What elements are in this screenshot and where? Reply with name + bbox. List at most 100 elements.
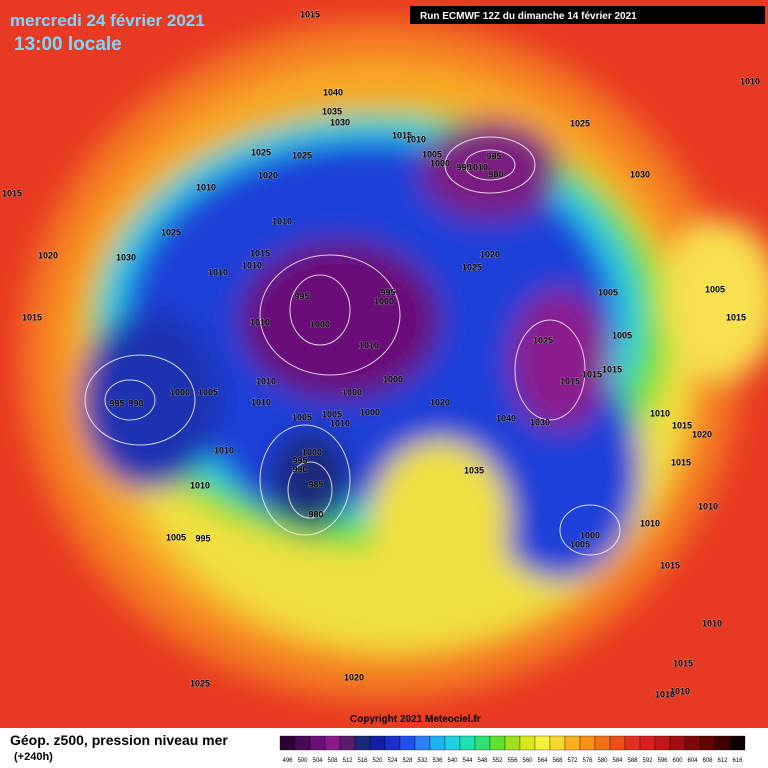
legend-swatch xyxy=(414,735,431,751)
isobar-label: 1000 xyxy=(302,447,322,457)
isobar-label: 1010 xyxy=(242,260,262,270)
legend-swatch xyxy=(294,735,311,751)
isobar-label: 1015 xyxy=(392,130,412,140)
legend-swatch xyxy=(564,735,581,751)
isobar-label: 1010 xyxy=(406,134,426,144)
footer-lead: (+240h) xyxy=(14,751,53,763)
field: Run ECMWF 12Z du dimanche 14 février 202… xyxy=(0,0,768,728)
isobar-label: 1000 xyxy=(430,158,450,168)
isobar-label: 1030 xyxy=(630,169,650,179)
isobar-label: 980 xyxy=(488,169,503,179)
isobar-label: 1030 xyxy=(116,252,136,262)
legend-swatch xyxy=(594,735,611,751)
isobar-label: 1025 xyxy=(190,678,210,688)
isobar-label: 1005 xyxy=(705,284,725,294)
isobar-label: 1015 xyxy=(582,369,602,379)
isobar-label: 1010 xyxy=(468,162,488,172)
legend-label: 612 xyxy=(717,758,728,764)
legend-label: 508 xyxy=(327,758,338,764)
isobar-label: 1010 xyxy=(251,397,271,407)
isobar-label: 1005 xyxy=(598,287,618,297)
legend-swatch xyxy=(339,735,356,751)
isobar-label: 995 xyxy=(109,398,124,408)
legend-swatch xyxy=(519,735,536,751)
isobar-label: 1025 xyxy=(570,118,590,128)
isobar-label: 1010 xyxy=(670,686,690,696)
isobar-label: 1035 xyxy=(464,465,484,475)
isobar-label: 1000 xyxy=(342,387,362,397)
isobar-label: 1020 xyxy=(258,170,278,180)
legend-label: 504 xyxy=(312,758,323,764)
legend-label: 536 xyxy=(432,758,443,764)
legend-label: 544 xyxy=(462,758,473,764)
legend-label: 528 xyxy=(402,758,413,764)
isobar-label: 1005 xyxy=(166,532,186,542)
isobar-label: 1030 xyxy=(530,417,550,427)
isobar-label: 1000 xyxy=(580,530,600,540)
isobar-label: 1040 xyxy=(323,87,343,97)
isobar-label: 1020 xyxy=(38,250,58,260)
isobar-label: 1000 xyxy=(170,387,190,397)
legend-swatch xyxy=(489,735,506,751)
isobar-label: 990 xyxy=(292,464,307,474)
isobar-label: 995 xyxy=(195,533,210,543)
legend-swatch xyxy=(669,735,686,751)
isobar-label: 1015 xyxy=(671,457,691,467)
isobar-label: 1010 xyxy=(330,418,350,428)
footer-title: Géop. z500, pression niveau mer xyxy=(10,732,228,748)
legend-swatch xyxy=(309,735,326,751)
isobar-label: 1010 xyxy=(740,76,760,86)
legend-label: 524 xyxy=(387,758,398,764)
isobar-label: 1025 xyxy=(533,335,553,345)
legend-label: 516 xyxy=(357,758,368,764)
isobar-label: 1020 xyxy=(692,429,712,439)
legend-label: 548 xyxy=(477,758,488,764)
isobar-label: 1000 xyxy=(383,374,403,384)
isobar-label: 1005 xyxy=(198,387,218,397)
isobar-label: 1005 xyxy=(570,539,590,549)
time: 13:00 locale xyxy=(14,34,122,55)
isobar-label: 1015 xyxy=(672,420,692,430)
legend-swatch xyxy=(579,735,596,751)
legend-label: 568 xyxy=(552,758,563,764)
legend-swatch xyxy=(699,735,716,751)
isobar-label: 985 xyxy=(308,479,323,489)
isobar-label: 1015 xyxy=(673,658,693,668)
run-text: Run ECMWF 12Z du dimanche 14 février 202… xyxy=(420,11,637,22)
isobar-label: 1025 xyxy=(292,150,312,160)
isobar-label: 1010 xyxy=(650,408,670,418)
isobar-label: 1005 xyxy=(322,409,342,419)
legend-label: 552 xyxy=(492,758,503,764)
isobar-label: 1015 xyxy=(300,9,320,19)
isobar-label: 1010 xyxy=(256,376,276,386)
isobar-label: 995 xyxy=(292,455,307,465)
isobar-label: 1010 xyxy=(640,518,660,528)
isobar-label: 1030 xyxy=(330,117,350,127)
legend-label: 496 xyxy=(282,758,293,764)
run-box xyxy=(410,6,765,24)
legend-label: 500 xyxy=(297,758,308,764)
isobar-label: 1010 xyxy=(208,267,228,277)
legend-swatch xyxy=(399,735,416,751)
legend-label: 556 xyxy=(507,758,518,764)
legend-label: 564 xyxy=(537,758,548,764)
legend-swatch xyxy=(354,735,371,751)
legend-label: 520 xyxy=(372,758,383,764)
isobar-label: 1000 xyxy=(374,296,394,306)
legend-swatch xyxy=(654,735,671,751)
legend-label: 532 xyxy=(417,758,428,764)
legend-label: 576 xyxy=(582,758,593,764)
legend-swatch xyxy=(384,735,401,751)
isobar-label: 1020 xyxy=(480,249,500,259)
isobar-label: 1035 xyxy=(322,106,342,116)
legend-label: 512 xyxy=(342,758,353,764)
legend-swatch xyxy=(459,735,476,751)
isobar-label: 985 xyxy=(486,151,501,161)
legend-swatch xyxy=(729,735,746,751)
isobar-label: 1010 xyxy=(702,618,722,628)
isobar-label: 1015 xyxy=(250,248,270,258)
isobar-label: 1010 xyxy=(698,501,718,511)
copyright: Copyright 2021 Meteociel.fr xyxy=(350,714,481,725)
isobar-label: 1010 xyxy=(272,216,292,226)
